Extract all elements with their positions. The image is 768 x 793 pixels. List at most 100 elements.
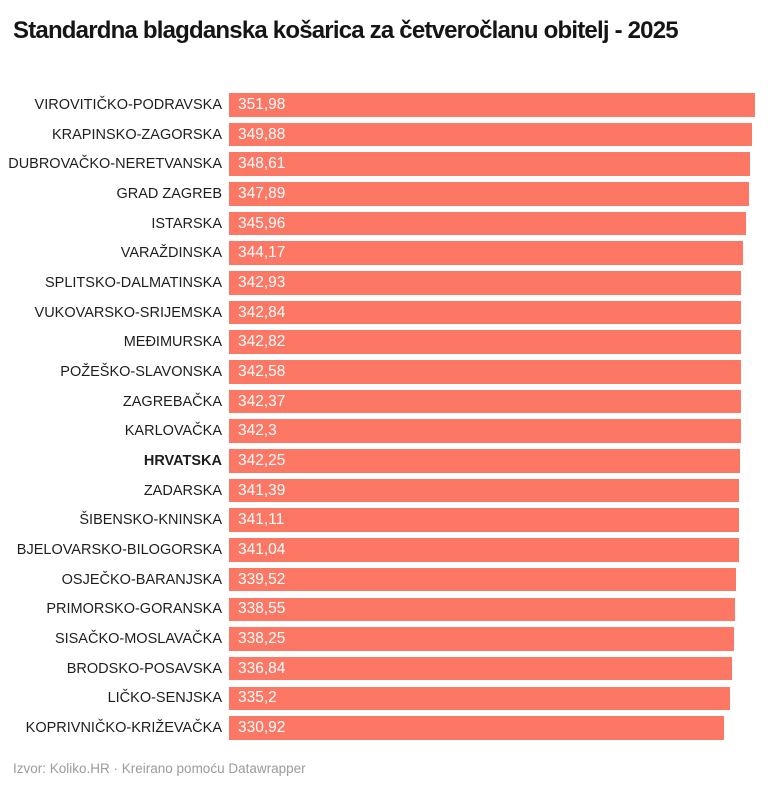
chart-row: KARLOVAČKA 342,3	[0, 416, 768, 446]
chart-row: ZAGREBAČKA 342,37	[0, 387, 768, 417]
bar: 342,37	[229, 389, 741, 414]
bar: 342,25	[229, 449, 741, 473]
bar-area: 341,04	[229, 538, 755, 562]
chart-row: VIROVITIČKO-PODRAVSKA 351,98	[0, 90, 768, 120]
bar-area: 342,82	[229, 330, 755, 354]
bar-area: 342,84	[229, 300, 755, 325]
bar: 348,61	[229, 152, 750, 176]
category-label: VIROVITIČKO-PODRAVSKA	[34, 96, 222, 113]
chart-rows: VIROVITIČKO-PODRAVSKA 351,98 KRAPINSKO-ZAG…	[0, 90, 768, 743]
chart-row: MEĐIMURSKA 342,82	[0, 327, 768, 357]
category-label: POŽEŠKO-SLAVONSKA	[60, 363, 222, 380]
bar: 339,52	[229, 567, 737, 592]
value-label: 342,3	[238, 422, 277, 440]
category-label: MEĐIMURSKA	[123, 334, 222, 351]
value-label: 342,37	[238, 392, 286, 410]
chart-row: VARAŽDINSKA 344,17	[0, 238, 768, 268]
value-label: 349,88	[238, 125, 286, 143]
bar: 342,84	[229, 300, 742, 325]
value-label: 342,58	[238, 362, 286, 380]
bar-area: 342,93	[229, 271, 755, 295]
value-label: 351,98	[238, 95, 286, 113]
chart-row: VUKOVARSKO-SRIJEMSKA 342,84	[0, 298, 768, 328]
chart-row: ISTARSKA 345,96	[0, 209, 768, 239]
value-label: 345,96	[238, 214, 286, 232]
category-label: BRODSKO-POSAVSKA	[66, 660, 222, 677]
category-label: LIČKO-SENJSKA	[107, 690, 222, 707]
value-label: 339,52	[238, 570, 286, 588]
category-label: ZADARSKA	[143, 482, 222, 499]
chart-row: ZADARSKA 341,39	[0, 476, 768, 506]
bar-area: 348,61	[229, 152, 755, 176]
bar: 342,93	[229, 271, 742, 295]
category-label: SPLITSKO-DALMATINSKA	[45, 274, 222, 291]
bar: 344,17	[229, 241, 744, 265]
chart-row: BJELOVARSKO-BILOGORSKA 341,04	[0, 535, 768, 565]
value-label: 342,82	[238, 333, 286, 351]
bar-area: 342,37	[229, 389, 755, 414]
category-label: GRAD ZAGREB	[116, 185, 222, 202]
bar-area: 330,92	[229, 716, 755, 740]
bar-area: 342,3	[229, 419, 755, 443]
category-label: VUKOVARSKO-SRIJEMSKA	[34, 304, 222, 321]
value-label: 335,2	[238, 689, 277, 707]
chart-row: SISAČKO-MOSLAVAČKA 338,25	[0, 624, 768, 654]
value-label: 344,17	[238, 244, 286, 262]
bar: 345,96	[229, 211, 746, 236]
category-label: PRIMORSKO-GORANSKA	[46, 601, 222, 618]
bar-area: 338,55	[229, 597, 755, 621]
value-label: 338,25	[238, 629, 286, 647]
chart-row: KOPRIVNIČKO-KRIŽEVAČKA 330,92	[0, 713, 768, 743]
bar-area: 335,2	[229, 686, 755, 711]
value-label: 342,25	[238, 451, 286, 469]
bar: 342,82	[229, 330, 742, 354]
value-label: 341,11	[238, 511, 285, 529]
bar-area: 341,39	[229, 478, 755, 503]
category-label: ŠIBENSKO-KNINSKA	[79, 512, 222, 529]
bar-area: 345,96	[229, 211, 755, 236]
bar: 342,58	[229, 360, 741, 384]
value-label: 336,84	[238, 659, 286, 677]
category-label: DUBROVAČKO-NERETVANSKA	[8, 156, 222, 173]
bar: 341,39	[229, 478, 740, 503]
bar: 351,98	[229, 93, 755, 117]
chart-row: GRAD ZAGREB 347,89	[0, 179, 768, 209]
bar-area: 336,84	[229, 656, 755, 681]
chart-row: KRAPINSKO-ZAGORSKA 349,88	[0, 120, 768, 150]
bar: 338,55	[229, 597, 735, 621]
bar: 341,04	[229, 538, 739, 562]
category-label: HRVATSKA	[143, 452, 222, 469]
category-label: ZAGREBAČKA	[122, 393, 222, 410]
bar-area: 351,98	[229, 93, 755, 117]
chart-row: LIČKO-SENJSKA 335,2	[0, 683, 768, 713]
bar-area: 344,17	[229, 241, 755, 265]
value-label: 347,89	[238, 184, 286, 202]
chart-row: BRODSKO-POSAVSKA 336,84	[0, 654, 768, 684]
source-attribution: Izvor: Koliko.HR · Kreirano pomoću Dataw…	[13, 761, 306, 776]
bar: 342,3	[229, 419, 741, 443]
chart-row: PRIMORSKO-GORANSKA 338,55	[0, 594, 768, 624]
bar-area: 342,58	[229, 360, 755, 384]
bar: 338,25	[229, 627, 735, 651]
category-label: OSJEČKO-BARANJSKA	[61, 571, 222, 588]
bar-area: 347,89	[229, 182, 755, 206]
category-label: KOPRIVNIČKO-KRIŽEVAČKA	[25, 719, 222, 736]
category-label: BJELOVARSKO-BILOGORSKA	[16, 541, 222, 558]
chart-row: OSJEČKO-BARANJSKA 339,52	[0, 565, 768, 595]
bar-area: 339,52	[229, 567, 755, 592]
chart-row: POŽEŠKO-SLAVONSKA 342,58	[0, 357, 768, 387]
value-label: 341,04	[238, 540, 286, 558]
bar: 335,2	[229, 686, 730, 711]
category-label: ISTARSKA	[151, 215, 222, 232]
value-label: 338,55	[238, 600, 286, 618]
bar: 341,11	[229, 508, 739, 532]
chart-row: HRVATSKA 342,25	[0, 446, 768, 476]
bar: 349,88	[229, 122, 752, 147]
chart-title: Standardna blagdanska košarica za četver…	[13, 17, 679, 44]
value-label: 342,84	[238, 303, 286, 321]
bar-area: 349,88	[229, 122, 755, 147]
chart-row: DUBROVAČKO-NERETVANSKA 348,61	[0, 149, 768, 179]
value-label: 330,92	[238, 718, 286, 736]
value-label: 342,93	[238, 273, 286, 291]
